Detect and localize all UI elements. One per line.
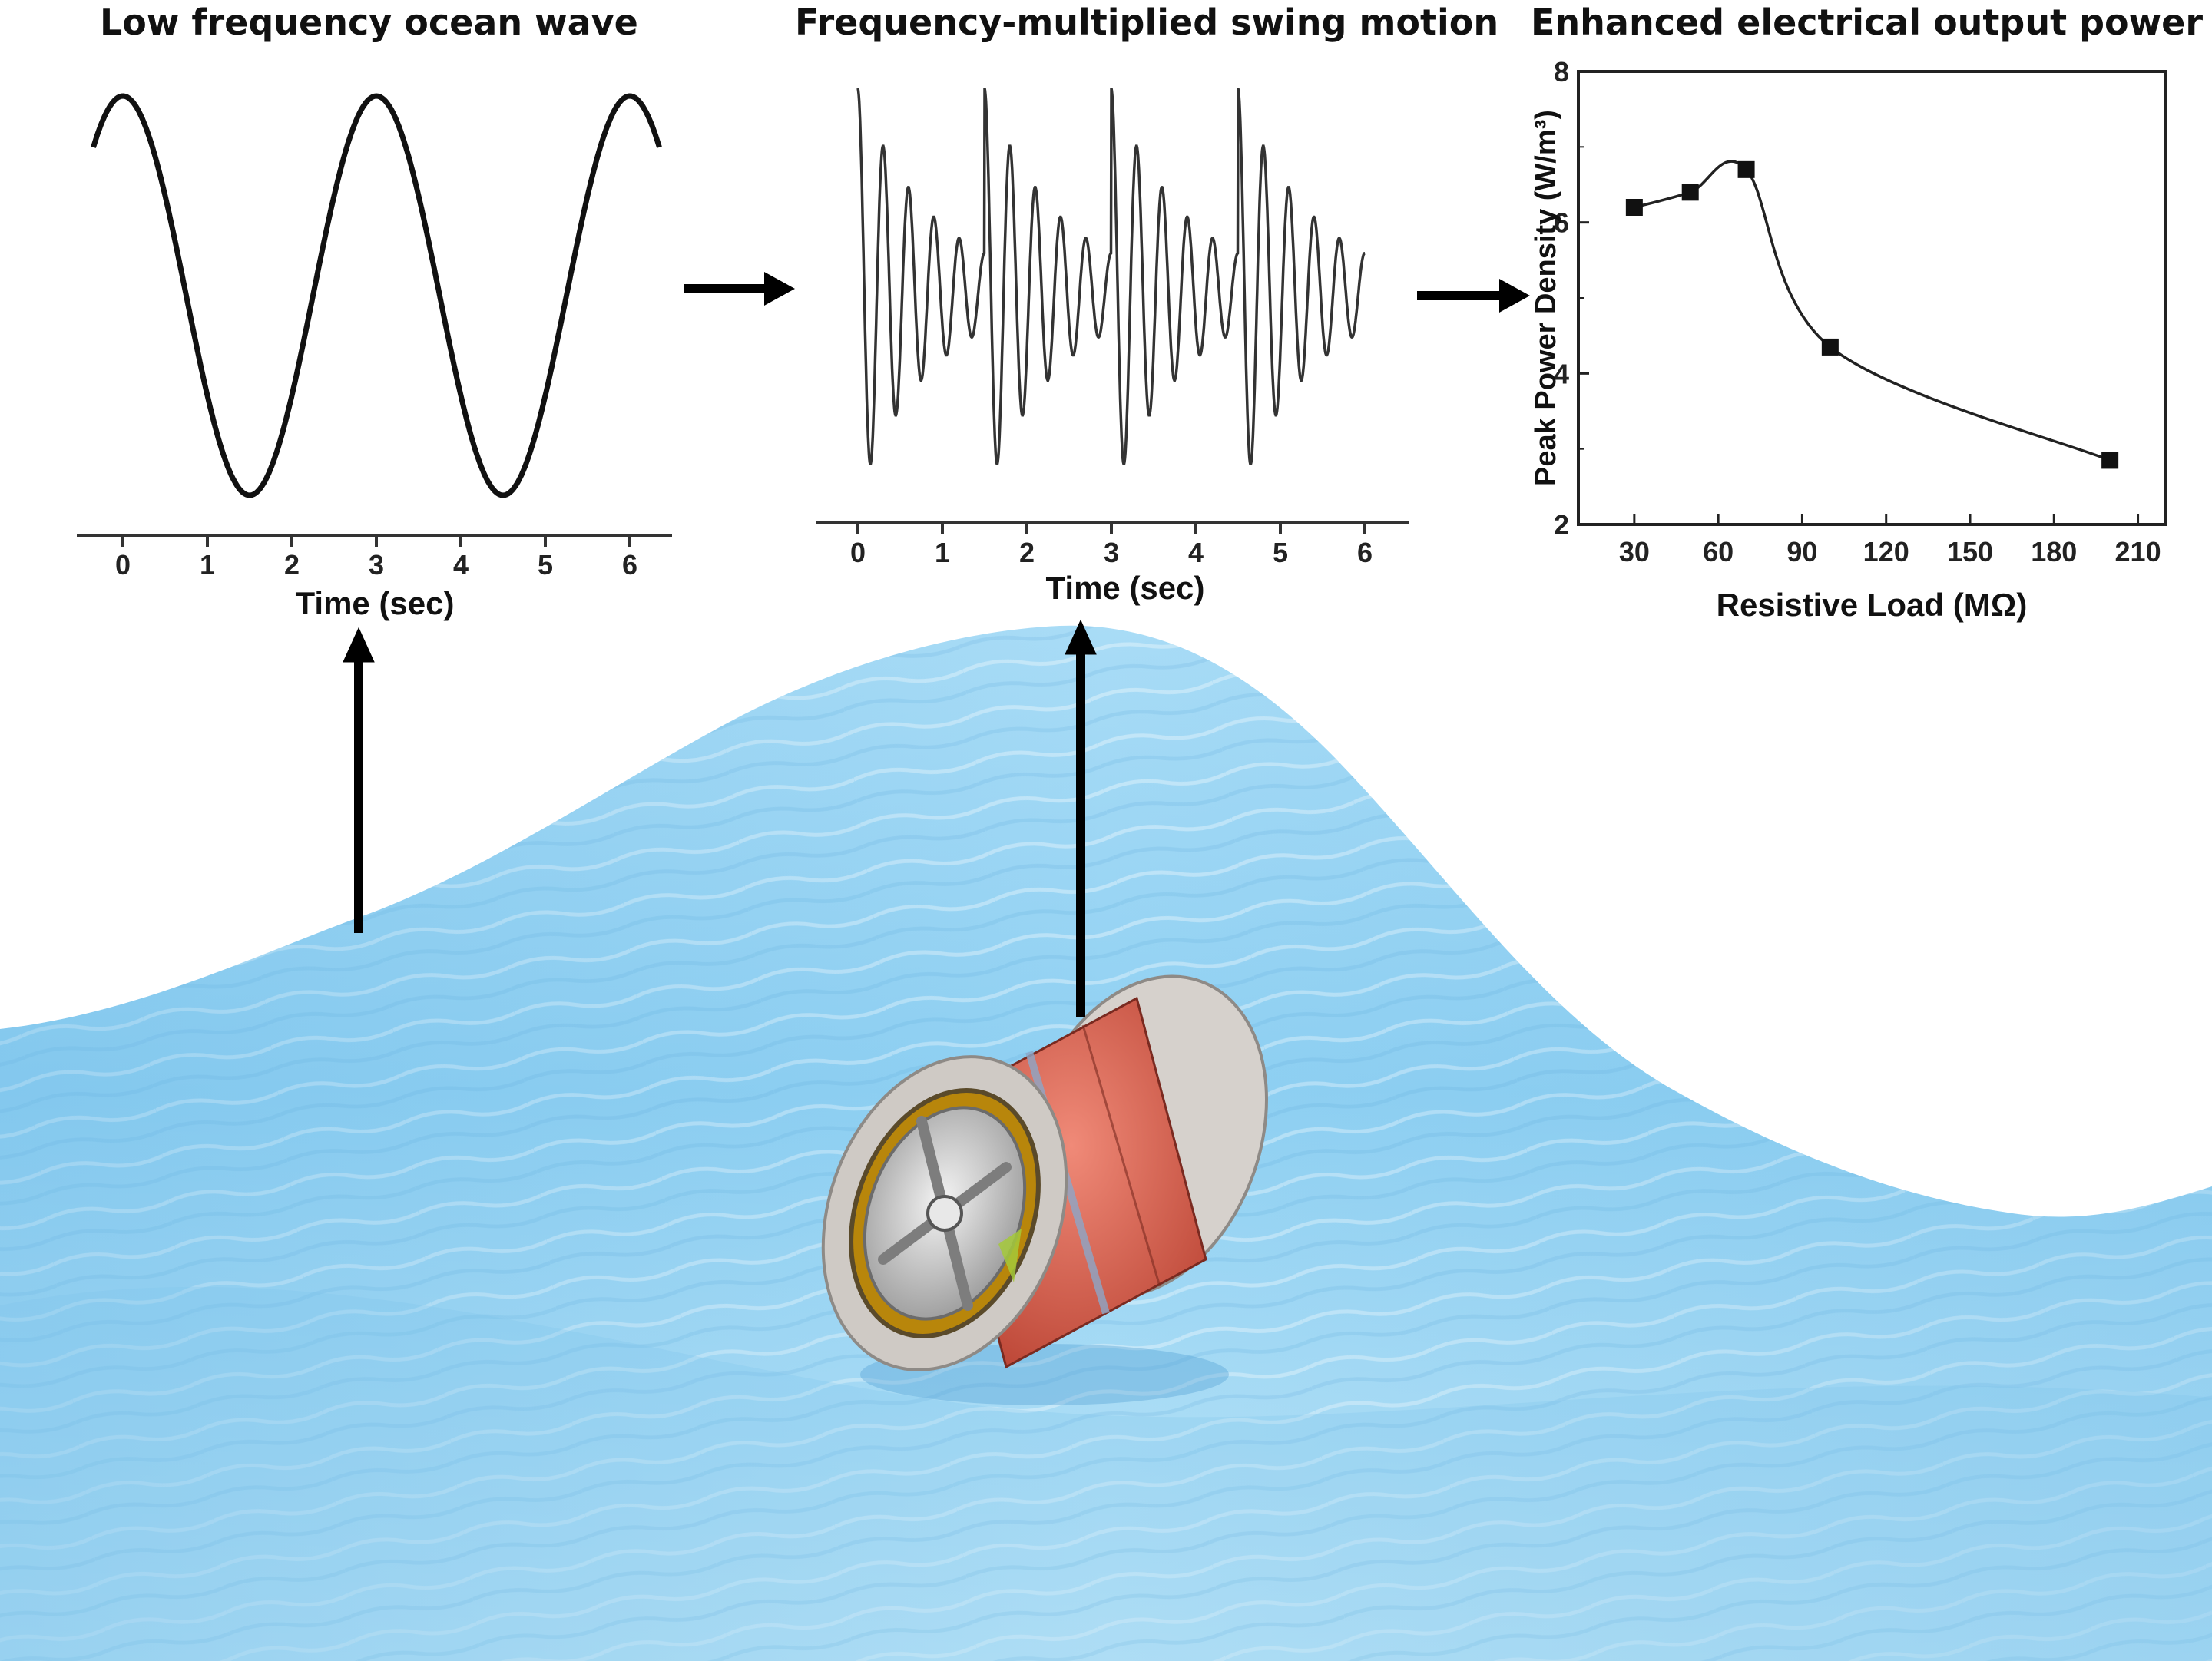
power-chart: 30 60 90 120 150 180 210 2 4 6 8 Resistive Load (M…: [1530, 56, 2167, 623]
power-axis-ticks: 30 60 90 120 150 180 210 2 4 6 8: [1554, 56, 2161, 567]
power-data-point: [1737, 160, 1755, 178]
power-y-tick-label: 2: [1554, 509, 1569, 541]
arrow-device-to-swing: [1065, 619, 1097, 1017]
swing-x-tick-label: 4: [1188, 537, 1204, 568]
swing-x-tick-label: 5: [1273, 537, 1288, 568]
power-data-point: [2101, 452, 2119, 469]
wave-x-tick-label: 5: [538, 549, 553, 581]
power-series-line: [1634, 160, 2111, 462]
power-x-tick-label: 90: [1786, 536, 1817, 567]
arrow-wave-to-swing: [684, 272, 795, 306]
wave-x-axis-label: Time (sec): [296, 585, 455, 621]
power-series-points: [1625, 160, 2119, 469]
power-plot-frame: [1577, 70, 2167, 526]
green-magnet: [998, 1229, 1022, 1282]
swing-x-tick-label: 0: [850, 537, 866, 568]
power-panel-title: Enhanced electrical output power: [1531, 2, 2204, 43]
wave-x-tick-label: 3: [369, 549, 384, 581]
wave-panel: 0 1 2 3 4 5 6 Time (sec): [77, 93, 672, 621]
wave-x-ticks: 0 1 2 3 4 5 6: [115, 535, 637, 581]
ocean-wave-curve: [91, 93, 662, 498]
wave-x-tick-label: 1: [200, 549, 215, 581]
rotational-generator-device: [821, 974, 1268, 1405]
power-y-axis-label: Peak Power Density (W/m³): [1530, 110, 1562, 486]
power-data-point: [1681, 184, 1699, 201]
swing-panel: 0 1 2 3 4 5 6 Time (sec): [816, 88, 1409, 606]
swing-motion-curve: [856, 88, 1366, 466]
swing-x-ticks: 0 1 2 3 4 5 6: [850, 522, 1373, 568]
swing-x-axis-label: Time (sec): [1046, 570, 1205, 606]
ocean-trough-shadow: [0, 1286, 2212, 1661]
wave-x-tick-label: 2: [284, 549, 300, 581]
wave-x-tick-label: 4: [453, 549, 469, 581]
power-y-tick-label: 4: [1554, 358, 1569, 389]
swing-x-tick-label: 1: [935, 537, 950, 568]
power-x-tick-label: 180: [2031, 536, 2077, 567]
arrow-ocean-to-wave: [343, 627, 375, 933]
arrow-swing-to-power: [1417, 279, 1530, 313]
swing-x-tick-label: 2: [1019, 537, 1035, 568]
power-x-tick-label: 60: [1703, 536, 1734, 567]
power-x-tick-label: 210: [2115, 536, 2161, 567]
wave-x-tick-label: 0: [115, 549, 131, 581]
swing-x-tick-label: 3: [1104, 537, 1119, 568]
wave-x-tick-label: 6: [622, 549, 637, 581]
power-x-axis-label: Resistive Load (MΩ): [1717, 587, 2028, 623]
swing-panel-title: Frequency-multiplied swing motion: [795, 2, 1499, 43]
rotor-hub: [926, 1195, 963, 1232]
power-data-point: [1625, 199, 1643, 216]
power-x-tick-label: 120: [1863, 536, 1909, 567]
power-x-tick-label: 30: [1619, 536, 1650, 567]
swing-x-tick-label: 6: [1357, 537, 1373, 568]
power-y-tick-label: 6: [1554, 207, 1569, 239]
wave-panel-title: Low frequency ocean wave: [100, 2, 638, 43]
power-y-tick-label: 8: [1554, 56, 1569, 88]
power-x-tick-label: 150: [1947, 536, 1993, 567]
power-data-point: [1821, 338, 1839, 356]
